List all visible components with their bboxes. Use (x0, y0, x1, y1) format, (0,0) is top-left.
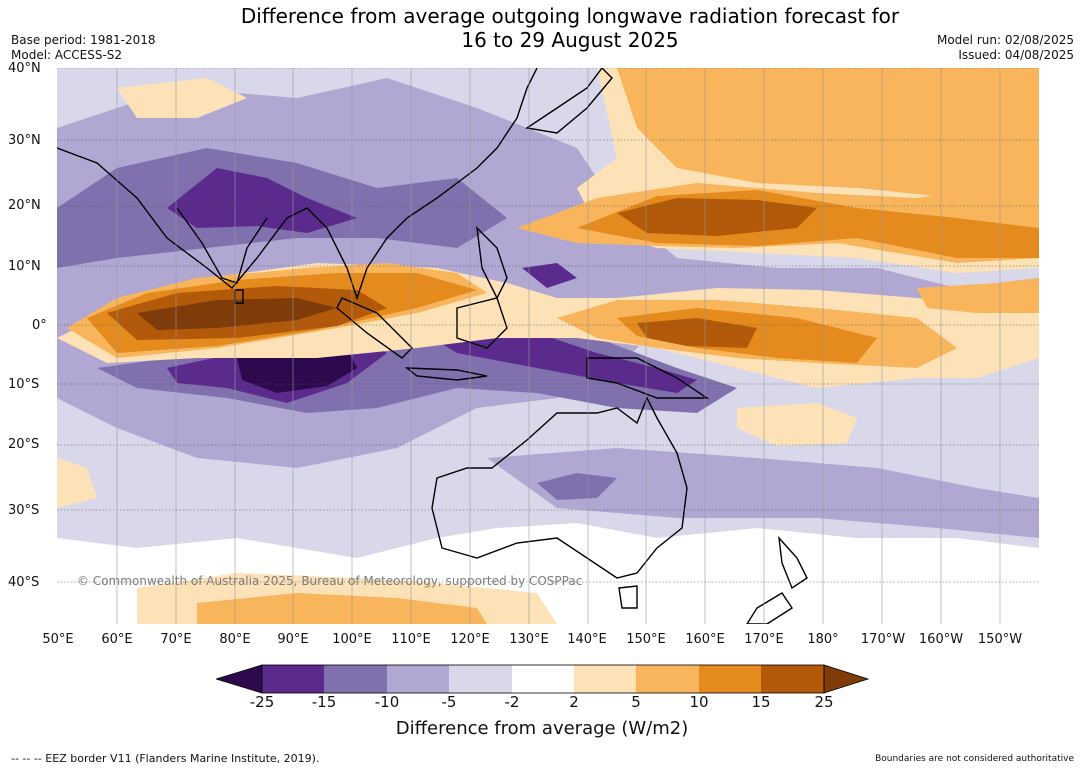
colorbar-tick: 10 (689, 693, 709, 711)
contour-pos25-subtropical (617, 198, 817, 236)
lon-label-110e: 110°E (391, 632, 431, 647)
lon-label-80e: 80°E (219, 632, 251, 647)
lat-label-30n: 30°N (8, 133, 41, 148)
colorbar-bin-pos5 (636, 665, 699, 693)
lon-label-100e: 100°E (332, 632, 372, 647)
contour-pos5-southwest (57, 458, 97, 508)
lon-label-90e: 90°E (277, 632, 309, 647)
contour-pos10-south (197, 593, 487, 624)
run-info: Model run: 02/08/2025 Issued: 04/08/2025 (937, 33, 1074, 63)
lon-label-140e: 140°E (567, 632, 607, 647)
lon-label-150e: 150°E (626, 632, 666, 647)
colorbar-bin-neutral (512, 665, 574, 693)
new-zealand-north (778, 535, 808, 590)
lon-label-170w: 170°W (860, 632, 906, 647)
contour-pos5-south-pacific (737, 403, 857, 446)
title-line-1: Difference from average outgoing longwav… (240, 4, 900, 28)
colorbar-tick: 2 (569, 693, 579, 711)
contour-neg15-north (167, 168, 357, 233)
colorbar (216, 664, 870, 694)
lat-label-10s: 10°S (8, 377, 40, 392)
japan-coast (525, 68, 613, 134)
colorbar-tick: -2 (504, 693, 520, 711)
colorbar-bin-pos15 (761, 665, 824, 693)
lon-label-160e: 160°E (685, 632, 725, 647)
contour-neg5-south (487, 448, 1039, 538)
lon-label-150w: 150°W (977, 632, 1023, 647)
colorbar-tick: 15 (751, 693, 771, 711)
new-zealand-south (746, 592, 793, 624)
copyright-notice: © Commonwealth of Australia 2025, Bureau… (77, 574, 583, 588)
lon-label-130e: 130°E (509, 632, 549, 647)
contour-neg10-south-blob (537, 473, 617, 500)
coastlines (57, 68, 808, 624)
colorbar-tick: -10 (374, 693, 400, 711)
sumatra-coast (336, 297, 413, 359)
lat-label-20n: 20°N (8, 198, 41, 213)
contour-pos10-east-pacific (917, 278, 1039, 313)
lon-label-60e: 60°E (101, 632, 133, 647)
lon-label-160w: 160°W (918, 632, 964, 647)
forecast-map[interactable]: © Commonwealth of Australia 2025, Bureau… (57, 68, 1039, 624)
philippines-coast (476, 226, 508, 300)
lon-label-180: 180° (807, 632, 839, 647)
model-name: Model: ACCESS-S2 (11, 48, 123, 62)
colorbar-bin-pos2 (574, 665, 636, 693)
tasmania-coast (618, 585, 638, 609)
contour-pos25-pacific (637, 318, 757, 348)
model-info: Base period: 1981-2018 Model: ACCESS-S2 (11, 33, 156, 63)
colorbar-bin-neg5 (449, 665, 512, 693)
borneo-coast (456, 297, 508, 349)
lon-label-170e: 170°E (744, 632, 784, 647)
eez-note: -- -- -- EEZ border V11 (Flanders Marine… (11, 752, 320, 765)
java-coast (404, 367, 488, 381)
colorbar-tick: -25 (249, 693, 275, 711)
colorbar-tick: 25 (814, 693, 834, 711)
contour-pos-max (137, 298, 337, 330)
colorbar-extend-low (216, 664, 263, 694)
meridians (116, 68, 1001, 624)
boundaries-note: Boundaries are not considered authoritat… (875, 754, 1074, 764)
colorbar-bin-pos10 (699, 665, 761, 693)
lon-label-50e: 50°E (42, 632, 74, 647)
lat-label-30s: 30°S (8, 503, 40, 518)
colorbar-label: Difference from average (W/m2) (395, 718, 689, 739)
anomaly-field (57, 68, 1039, 624)
australia-coast (431, 396, 688, 579)
contour-pos5-tibet (117, 78, 247, 118)
colorbar-tick: -15 (311, 693, 337, 711)
colorbar-bin-neg25 (262, 665, 324, 693)
lat-label-10n: 10°N (8, 259, 41, 274)
map-title: Difference from average outgoing longwav… (170, 4, 970, 52)
model-run: Model run: 02/08/2025 (936, 33, 1074, 47)
india-coast (176, 207, 268, 284)
lat-label-20s: 20°S (8, 437, 40, 452)
colorbar-bin-neg10 (387, 665, 449, 693)
lat-label-40s: 40°S (8, 575, 40, 590)
contour-neg15-pacific-equator (522, 263, 577, 288)
lon-label-70e: 70°E (160, 632, 192, 647)
lat-label-equator: 0° (32, 318, 47, 333)
colorbar-bin-neg15 (324, 665, 387, 693)
new-guinea-coast (586, 357, 710, 399)
contour-pos10-north-pacific (617, 68, 1039, 208)
gridlines (57, 68, 1039, 583)
lon-label-120e: 120°E (450, 632, 490, 647)
asia-mainland-coast (57, 68, 538, 301)
colorbar-tick: 5 (631, 693, 641, 711)
title-line-2: 16 to 29 August 2025 (461, 28, 679, 52)
base-period: Base period: 1981-2018 (11, 33, 156, 47)
colorbar-extend-high (823, 664, 870, 694)
colorbar-tick: -5 (441, 693, 457, 711)
issued-date: Issued: 04/08/2025 (958, 48, 1074, 62)
lat-label-40n: 40°N (8, 61, 41, 76)
